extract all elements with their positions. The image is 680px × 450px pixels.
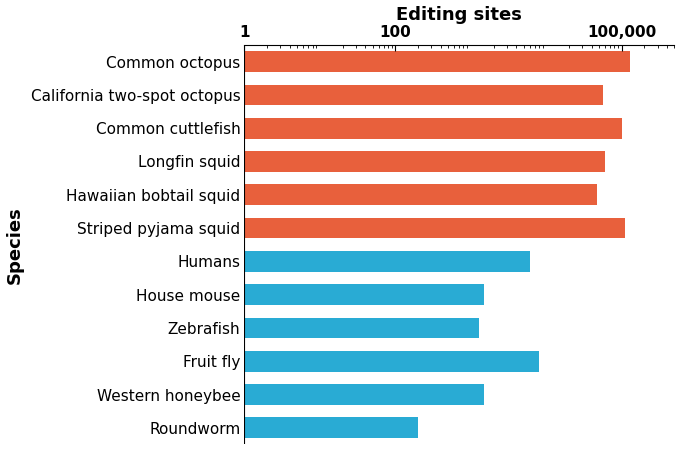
Bar [0,284,484,305]
Y-axis label: Species: Species [5,206,24,284]
Bar [0,251,530,272]
Bar [0,418,418,438]
Bar [0,151,605,172]
X-axis label: Editing sites: Editing sites [396,5,522,23]
Bar [0,384,484,405]
Bar [0,318,479,338]
Bar [0,118,622,139]
Bar [0,218,625,238]
Bar [0,184,597,205]
Bar [0,51,630,72]
Bar [0,351,539,372]
Bar [0,85,603,105]
